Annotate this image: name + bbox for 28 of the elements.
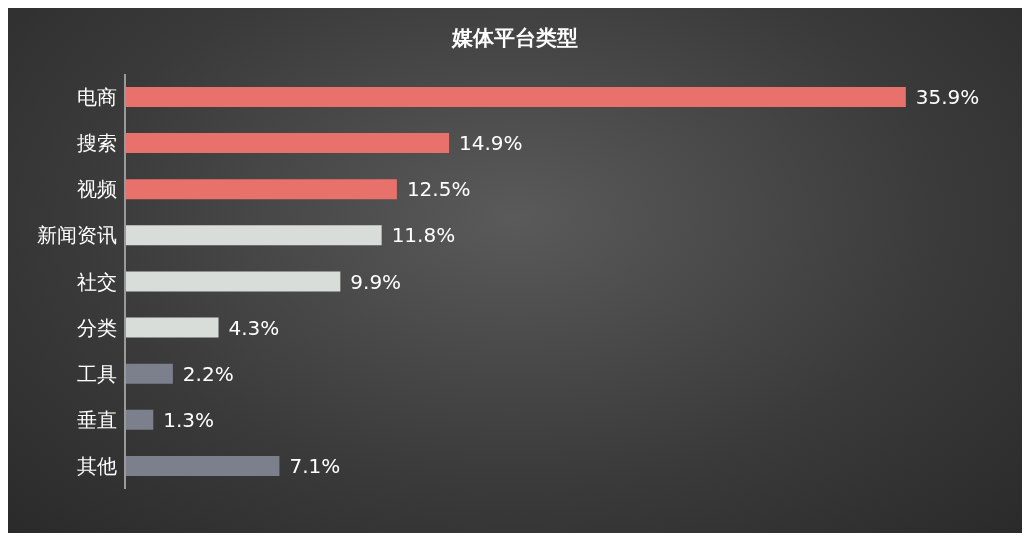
chart-title: 媒体平台类型: [450, 25, 579, 52]
y-tick-label: 视频: [77, 177, 117, 202]
bar: [125, 87, 906, 107]
y-tick-label: 其他: [77, 454, 117, 479]
data-label: 4.3%: [228, 315, 280, 340]
bar: [125, 455, 280, 476]
y-tick-label: 电商: [77, 85, 117, 110]
bar: [125, 225, 382, 246]
data-label: 9.9%: [350, 269, 402, 294]
data-label: 2.2%: [182, 361, 234, 386]
bar: [125, 271, 341, 292]
data-label: 14.9%: [459, 131, 523, 156]
data-label: 35.9%: [915, 85, 980, 110]
y-tick-label: 分类: [77, 315, 117, 340]
data-label: 1.3%: [163, 407, 215, 432]
bar: [125, 363, 173, 384]
bar: [125, 133, 450, 154]
data-label: 11.8%: [391, 223, 456, 248]
y-tick-label: 垂直: [77, 407, 117, 432]
bar: [125, 179, 397, 200]
bar: [125, 317, 219, 338]
data-label: 7.1%: [289, 453, 341, 478]
bar: [125, 409, 154, 430]
y-tick-label: 社交: [77, 269, 117, 294]
y-tick-label: 新闻资讯: [37, 223, 117, 248]
y-tick-label: 搜索: [77, 131, 117, 156]
data-label: 12.5%: [406, 177, 471, 202]
y-tick-label: 工具: [77, 361, 117, 386]
